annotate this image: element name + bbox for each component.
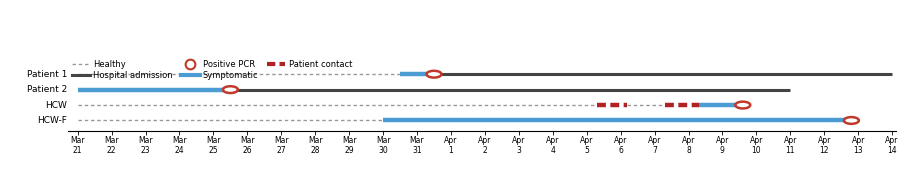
Circle shape xyxy=(427,71,442,78)
Legend: Healthy, Hospital admission, Positive PCR, Symptomatic, Patient contact: Healthy, Hospital admission, Positive PC… xyxy=(72,60,352,80)
Circle shape xyxy=(735,102,751,108)
Text: Patient 2: Patient 2 xyxy=(27,85,68,94)
Circle shape xyxy=(844,117,859,124)
Text: HCW-F: HCW-F xyxy=(38,116,68,125)
Text: Patient 1: Patient 1 xyxy=(27,70,68,79)
Text: HCW: HCW xyxy=(46,101,68,110)
Circle shape xyxy=(223,86,238,93)
